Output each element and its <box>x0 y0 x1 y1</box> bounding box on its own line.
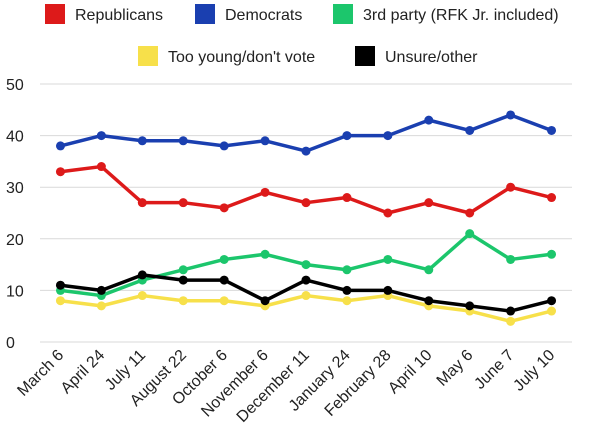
point-3rd-party-rfk-jr-included-december-11 <box>301 260 311 270</box>
legend-item-too-young-don-t-vote: Too young/don't vote <box>138 46 315 66</box>
series-3rd-party-rfk-jr-included <box>55 229 557 301</box>
legend-item-democrats: Democrats <box>195 4 302 24</box>
point-3rd-party-rfk-jr-included-february-28 <box>383 254 393 264</box>
point-republicans-november-6 <box>260 187 270 197</box>
point-too-young-don-t-vote-april-24 <box>96 301 106 311</box>
point-democrats-july-10 <box>547 125 557 135</box>
point-unsure-other-april-24 <box>96 285 106 295</box>
point-republicans-april-24 <box>96 162 106 172</box>
legend-swatch-3rd-party-rfk-jr-included <box>333 4 353 24</box>
point-democrats-may-6 <box>465 125 475 135</box>
point-republicans-april-10 <box>424 198 434 208</box>
legend-swatch-too-young-don-t-vote <box>138 46 158 66</box>
point-3rd-party-rfk-jr-included-july-10 <box>547 249 557 259</box>
point-unsure-other-july-10 <box>547 296 557 306</box>
point-unsure-other-april-10 <box>424 296 434 306</box>
point-unsure-other-august-22 <box>178 275 188 285</box>
point-republicans-june-7 <box>506 182 516 192</box>
point-republicans-august-22 <box>178 198 188 208</box>
point-republicans-october-6 <box>219 203 229 213</box>
point-unsure-other-july-11 <box>137 270 147 280</box>
point-democrats-june-7 <box>506 110 516 120</box>
point-unsure-other-december-11 <box>301 275 311 285</box>
y-tick-label-0: 0 <box>6 335 15 352</box>
point-democrats-april-10 <box>424 115 434 125</box>
series-lines <box>55 110 557 326</box>
legend-label-unsure-other: Unsure/other <box>385 49 478 66</box>
point-republicans-february-28 <box>383 208 393 218</box>
point-democrats-january-24 <box>342 131 352 141</box>
series-democrats <box>55 110 557 156</box>
point-democrats-april-24 <box>96 131 106 141</box>
point-too-young-don-t-vote-august-22 <box>178 296 188 306</box>
x-tick-label-may-6: May 6 <box>434 347 477 390</box>
point-unsure-other-october-6 <box>219 275 229 285</box>
gridlines <box>40 83 572 343</box>
point-democrats-march-6 <box>55 141 65 151</box>
point-unsure-other-may-6 <box>465 301 475 311</box>
series-republicans <box>55 162 557 218</box>
point-too-young-don-t-vote-july-11 <box>137 291 147 301</box>
point-democrats-february-28 <box>383 131 393 141</box>
point-unsure-other-march-6 <box>55 280 65 290</box>
y-tick-label-30: 30 <box>6 180 24 197</box>
series-line-democrats <box>60 113 553 153</box>
legend-label-democrats: Democrats <box>225 7 302 24</box>
point-3rd-party-rfk-jr-included-january-24 <box>342 265 352 275</box>
point-too-young-don-t-vote-july-10 <box>547 306 557 316</box>
y-tick-label-50: 50 <box>6 77 24 94</box>
point-3rd-party-rfk-jr-included-october-6 <box>219 254 229 264</box>
point-democrats-july-11 <box>137 136 147 146</box>
point-too-young-don-t-vote-march-6 <box>55 296 65 306</box>
y-tick-label-40: 40 <box>6 129 24 146</box>
x-tick-label-april-24: April 24 <box>58 347 108 397</box>
legend-item-unsure-other: Unsure/other <box>355 46 478 66</box>
point-too-young-don-t-vote-january-24 <box>342 296 352 306</box>
point-democrats-october-6 <box>219 141 229 151</box>
point-democrats-november-6 <box>260 136 270 146</box>
legend-swatch-republicans <box>45 4 65 24</box>
legend-label-republicans: Republicans <box>75 7 163 24</box>
legend-swatch-unsure-other <box>355 46 375 66</box>
point-unsure-other-november-6 <box>260 296 270 306</box>
point-too-young-don-t-vote-october-6 <box>219 296 229 306</box>
y-tick-label-20: 20 <box>6 232 24 249</box>
point-3rd-party-rfk-jr-included-august-22 <box>178 265 188 275</box>
point-unsure-other-june-7 <box>506 306 516 316</box>
point-unsure-other-january-24 <box>342 285 352 295</box>
x-tick-label-april-10: April 10 <box>385 347 435 397</box>
point-unsure-other-february-28 <box>383 285 393 295</box>
point-democrats-december-11 <box>301 146 311 156</box>
point-republicans-march-6 <box>55 167 65 177</box>
x-tick-label-june-7: June 7 <box>471 347 517 393</box>
point-republicans-july-11 <box>137 198 147 208</box>
x-tick-label-march-6: March 6 <box>14 347 67 400</box>
legend-label-too-young-don-t-vote: Too young/don't vote <box>168 49 315 66</box>
series-unsure-other <box>55 270 557 316</box>
point-republicans-july-10 <box>547 193 557 203</box>
y-axis-tick-labels: 0 10 20 30 40 50 <box>6 77 24 352</box>
point-republicans-may-6 <box>465 208 475 218</box>
point-republicans-december-11 <box>301 198 311 208</box>
legend-item-3rd-party-rfk-jr-included: 3rd party (RFK Jr. included) <box>333 4 559 24</box>
point-too-young-don-t-vote-december-11 <box>301 291 311 301</box>
point-3rd-party-rfk-jr-included-june-7 <box>506 254 516 264</box>
x-tick-label-july-10: July 10 <box>510 347 558 395</box>
legend-swatch-democrats <box>195 4 215 24</box>
point-democrats-august-22 <box>178 136 188 146</box>
y-tick-label-10: 10 <box>6 283 24 300</box>
point-3rd-party-rfk-jr-included-november-6 <box>260 249 270 259</box>
legend-item-republicans: Republicans <box>45 4 163 24</box>
point-republicans-january-24 <box>342 193 352 203</box>
legend-label-3rd-party-rfk-jr-included: 3rd party (RFK Jr. included) <box>363 7 559 24</box>
legend: Republicans Democrats 3rd party (RFK Jr. i… <box>45 4 559 66</box>
point-3rd-party-rfk-jr-included-may-6 <box>465 229 475 239</box>
point-too-young-don-t-vote-june-7 <box>506 316 516 326</box>
point-3rd-party-rfk-jr-included-april-10 <box>424 265 434 275</box>
